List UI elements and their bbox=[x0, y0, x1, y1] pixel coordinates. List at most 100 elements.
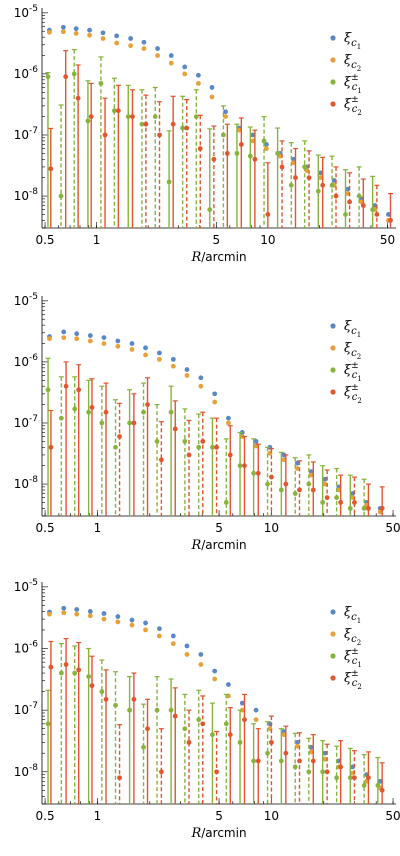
data-point bbox=[158, 457, 164, 463]
data-point bbox=[157, 132, 162, 138]
data-point bbox=[253, 707, 259, 713]
data-point bbox=[255, 470, 261, 476]
data-point bbox=[129, 347, 135, 352]
data-point bbox=[278, 758, 284, 764]
series-3 bbox=[45, 643, 381, 804]
data-point bbox=[129, 617, 135, 623]
data-point bbox=[101, 616, 107, 622]
data-point bbox=[182, 64, 188, 70]
data-point bbox=[74, 331, 80, 337]
y-tick-label: 10-7 bbox=[14, 414, 38, 430]
data-point bbox=[252, 156, 258, 162]
data-point bbox=[73, 26, 79, 32]
series-3 bbox=[45, 357, 367, 516]
data-point bbox=[141, 744, 146, 750]
data-point bbox=[71, 71, 77, 77]
data-point bbox=[145, 726, 150, 732]
data-point bbox=[76, 667, 82, 673]
legend-entry: ξc2 bbox=[344, 627, 361, 647]
data-point bbox=[61, 610, 67, 616]
data-point bbox=[209, 85, 215, 90]
data-point bbox=[113, 702, 118, 708]
data-point bbox=[329, 182, 335, 188]
data-point bbox=[141, 409, 146, 415]
data-point bbox=[304, 168, 310, 174]
data-point bbox=[170, 121, 176, 127]
data-point bbox=[60, 29, 66, 35]
data-point bbox=[103, 409, 109, 415]
data-point bbox=[74, 611, 80, 617]
legend-marker bbox=[330, 57, 336, 63]
data-point bbox=[87, 609, 93, 614]
data-point bbox=[224, 150, 230, 156]
data-point bbox=[214, 444, 220, 450]
data-point bbox=[352, 775, 357, 781]
data-point bbox=[198, 375, 204, 381]
chart-panel-2: 10-810-710-610-50.5 1 5 10 50R/arcminξc1ξc2ξ… bbox=[14, 292, 400, 553]
legend-marker bbox=[330, 323, 336, 329]
data-point bbox=[45, 74, 51, 80]
data-point bbox=[156, 356, 162, 362]
data-point bbox=[196, 717, 202, 723]
data-point bbox=[152, 114, 158, 120]
legend-entry: ξc2 bbox=[344, 53, 361, 73]
data-point bbox=[98, 80, 104, 86]
data-point bbox=[315, 188, 321, 194]
data-point bbox=[87, 613, 93, 619]
data-point bbox=[115, 619, 121, 625]
data-point bbox=[250, 138, 256, 144]
data-point bbox=[47, 611, 52, 617]
data-point bbox=[58, 415, 64, 421]
data-point bbox=[131, 420, 137, 426]
data-point bbox=[155, 53, 160, 58]
data-point bbox=[324, 495, 330, 501]
series-3 bbox=[45, 49, 376, 228]
x-tick-label: 1 bbox=[94, 809, 102, 823]
data-point bbox=[242, 717, 247, 723]
data-point bbox=[294, 460, 300, 466]
data-point bbox=[320, 500, 326, 505]
data-point bbox=[46, 29, 52, 35]
data-point bbox=[297, 487, 302, 493]
data-point bbox=[74, 607, 80, 612]
x-tick-label: 50 bbox=[385, 809, 400, 823]
data-point bbox=[87, 27, 92, 33]
data-point bbox=[275, 150, 281, 156]
data-point bbox=[170, 641, 176, 647]
data-point bbox=[324, 769, 330, 775]
data-point bbox=[356, 193, 362, 199]
data-point bbox=[76, 387, 82, 393]
data-point bbox=[322, 750, 328, 756]
data-point bbox=[168, 409, 174, 415]
data-point bbox=[99, 420, 105, 426]
data-point bbox=[87, 338, 93, 344]
data-point bbox=[100, 36, 106, 41]
data-point bbox=[212, 676, 218, 682]
data-point bbox=[333, 193, 339, 199]
data-point bbox=[310, 758, 316, 764]
x-tick-label: 0.5 bbox=[36, 521, 55, 535]
data-point bbox=[170, 356, 176, 362]
legend-entry: ξ± c2 bbox=[344, 383, 362, 405]
data-point bbox=[141, 39, 147, 45]
data-point bbox=[318, 170, 323, 176]
data-point bbox=[379, 505, 385, 511]
data-point bbox=[58, 193, 64, 199]
data-point bbox=[103, 696, 109, 702]
data-point bbox=[73, 31, 79, 36]
x-tick-label: 10 bbox=[260, 233, 275, 247]
data-point bbox=[166, 179, 172, 185]
data-point bbox=[195, 72, 201, 78]
data-point bbox=[61, 605, 67, 611]
data-point bbox=[184, 643, 190, 649]
data-point bbox=[255, 758, 261, 764]
data-point bbox=[347, 199, 352, 205]
data-point bbox=[388, 217, 393, 223]
data-point bbox=[334, 775, 340, 781]
legend-marker bbox=[330, 345, 336, 351]
data-point bbox=[87, 32, 92, 38]
data-point bbox=[251, 470, 257, 476]
legend-entry: ξc1 bbox=[344, 31, 361, 51]
series-4 bbox=[48, 361, 385, 516]
data-point bbox=[127, 420, 132, 426]
